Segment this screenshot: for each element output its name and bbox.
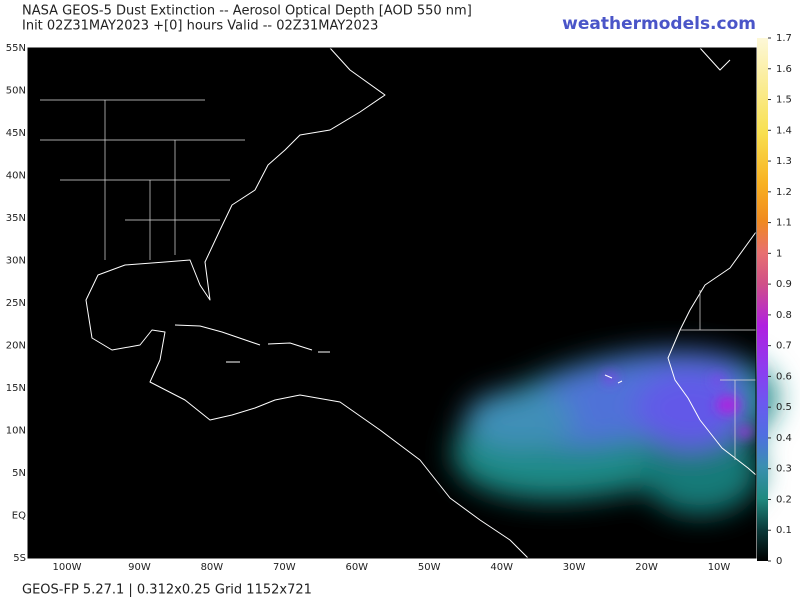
lon-label: 50W — [418, 562, 441, 573]
title: NASA GEOS-5 Dust Extinction -- Aerosol O… — [22, 4, 472, 19]
lat-label: 45N — [6, 128, 26, 139]
colorbar-tick-label: 1.2 — [776, 187, 792, 198]
colorbar-tick-label: 1.1 — [776, 218, 792, 229]
subtitle: Init 02Z31MAY2023 +[0] hours Valid -- 02… — [22, 19, 378, 34]
lat-label: 20N — [6, 341, 26, 352]
colorbar-tick-label: 1.6 — [776, 64, 792, 75]
lat-label: 15N — [6, 383, 26, 394]
lat-label: 35N — [6, 213, 26, 224]
colorbar-tick-label: 1.5 — [776, 95, 792, 106]
lon-label: 70W — [273, 562, 296, 573]
colorbar — [757, 38, 768, 561]
colorbar-tick-label: 1 — [776, 248, 782, 259]
colorbar-tick-label: 1.3 — [776, 156, 792, 167]
lon-label: 100W — [53, 562, 82, 573]
brand: weathermodels.com — [562, 14, 756, 34]
lon-label: 90W — [128, 562, 151, 573]
lon-label: 30W — [563, 562, 586, 573]
colorbar-tick-label: 0.2 — [776, 494, 792, 505]
colorbar-tick-label: 0.3 — [776, 464, 792, 475]
colorbar-tick-label: 0.6 — [776, 371, 792, 382]
colorbar-tick-label: 0.8 — [776, 310, 792, 321]
lon-label: 10W — [708, 562, 731, 573]
lat-label: 5N — [12, 468, 26, 479]
lon-label: 40W — [490, 562, 513, 573]
dust-plume — [452, 350, 778, 515]
lat-label: 55N — [6, 43, 26, 54]
lat-label: 40N — [6, 171, 26, 182]
lat-label: 25N — [6, 298, 26, 309]
borders — [40, 99, 756, 460]
footer: GEOS-FP 5.27.1 | 0.312x0.25 Grid 1152x72… — [22, 583, 312, 598]
lat-label: 50N — [6, 86, 26, 97]
lon-label: 60W — [345, 562, 368, 573]
colorbar-tick-label: 1.4 — [776, 125, 792, 136]
colorbar-tick-label: 0.4 — [776, 433, 792, 444]
colorbar-tick-label: 0.5 — [776, 402, 792, 413]
lat-label: EQ — [12, 511, 26, 522]
colorbar-tick-label: 0.9 — [776, 279, 792, 290]
colorbar-tick-label: 0 — [776, 556, 782, 567]
map-frame — [27, 47, 757, 559]
lon-label: 20W — [635, 562, 658, 573]
map — [27, 47, 778, 559]
lon-label: 80W — [201, 562, 224, 573]
colorbar-tick-label: 0.1 — [776, 525, 792, 536]
colorbar-tick-label: 0.7 — [776, 341, 792, 352]
lat-label: 10N — [6, 426, 26, 437]
dust-core — [603, 373, 753, 438]
lat-label: 5S — [13, 553, 26, 564]
colorbar-tick-label: 1.7 — [776, 33, 792, 44]
lat-label: 30N — [6, 256, 26, 267]
coastlines — [85, 47, 757, 559]
